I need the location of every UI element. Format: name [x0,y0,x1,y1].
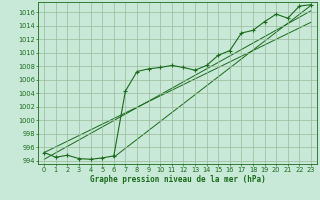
X-axis label: Graphe pression niveau de la mer (hPa): Graphe pression niveau de la mer (hPa) [90,175,266,184]
